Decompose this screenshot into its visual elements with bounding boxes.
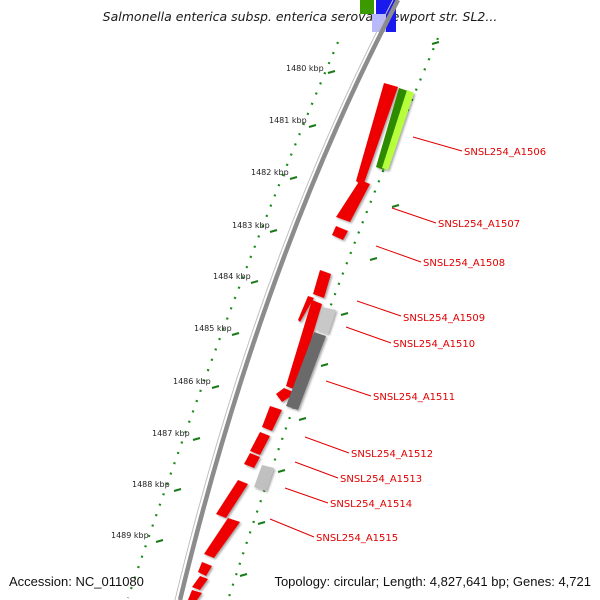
gene-green-dark[interactable]	[376, 88, 408, 170]
gene-label-a1509[interactable]: SNSL254_A1509	[403, 313, 485, 324]
gene-arrow[interactable]	[332, 226, 348, 240]
gene-label-a1511[interactable]: SNSL254_A1511	[373, 392, 455, 403]
inner-tick-marks	[155, 70, 336, 543]
accession-text: Accession: NC_011080	[9, 574, 144, 589]
label-connectors	[269, 136, 463, 538]
gene-gray-small[interactable]	[254, 465, 274, 491]
gene-label-a1510[interactable]: SNSL254_A1510	[393, 339, 475, 350]
gene-arrow[interactable]	[198, 562, 212, 576]
outer-tick-marks	[239, 41, 440, 577]
gene-arrow[interactable]	[188, 590, 202, 600]
gene-arrow[interactable]	[286, 300, 322, 390]
gene-arrow[interactable]	[262, 406, 282, 431]
gene-arrow[interactable]	[313, 270, 331, 298]
gene-label-a1507[interactable]: SNSL254_A1507	[438, 219, 520, 230]
tick-label-1481: 1481 kbp	[269, 116, 307, 125]
top-green-bar	[360, 0, 374, 14]
genome-title: Salmonella enterica subsp. enterica sero…	[102, 9, 498, 24]
gene-label-a1508[interactable]: SNSL254_A1508	[423, 258, 505, 269]
gene-arrow[interactable]	[276, 388, 296, 402]
gene-arrow[interactable]	[250, 432, 270, 455]
dotted-guide-outer	[226, 37, 440, 600]
tick-label-1483: 1483 kbp	[232, 221, 270, 230]
gene-arrow[interactable]	[216, 480, 248, 518]
tick-label-1487: 1487 kbp	[152, 429, 190, 438]
tick-label-1488: 1488 kbp	[132, 480, 170, 489]
gene-arrow[interactable]	[204, 518, 240, 558]
gene-label-a1514[interactable]: SNSL254_A1514	[330, 499, 412, 510]
tick-label-1486: 1486 kbp	[173, 377, 211, 386]
gene-label-a1512[interactable]: SNSL254_A1512	[351, 449, 433, 460]
dotted-guide-inner	[126, 41, 340, 599]
gene-gray-light[interactable]	[316, 307, 336, 334]
gene-arrow[interactable]	[336, 180, 370, 222]
gene-arrow[interactable]	[298, 296, 314, 322]
gene-gray-dark[interactable]	[286, 332, 326, 410]
gene-label-a1515[interactable]: SNSL254_A1515	[316, 533, 398, 544]
tick-label-1484: 1484 kbp	[213, 272, 251, 281]
tick-label-1489: 1489 kbp	[111, 531, 149, 540]
gene-arrow[interactable]	[356, 83, 398, 186]
gene-label-a1506[interactable]: SNSL254_A1506	[464, 147, 546, 158]
tick-label-1482: 1482 kbp	[251, 168, 289, 177]
gene-green-light[interactable]	[382, 90, 414, 170]
genome-backbone	[177, 0, 400, 600]
topology-text: Topology: circular; Length: 4,827,641 bp…	[274, 574, 591, 589]
tick-label-1485: 1485 kbp	[194, 324, 232, 333]
gene-arrow[interactable]	[192, 576, 208, 590]
tick-label-1480: 1480 kbp	[286, 64, 324, 73]
gene-arrow[interactable]	[244, 453, 260, 468]
gene-label-a1513[interactable]: SNSL254_A1513	[340, 474, 422, 485]
